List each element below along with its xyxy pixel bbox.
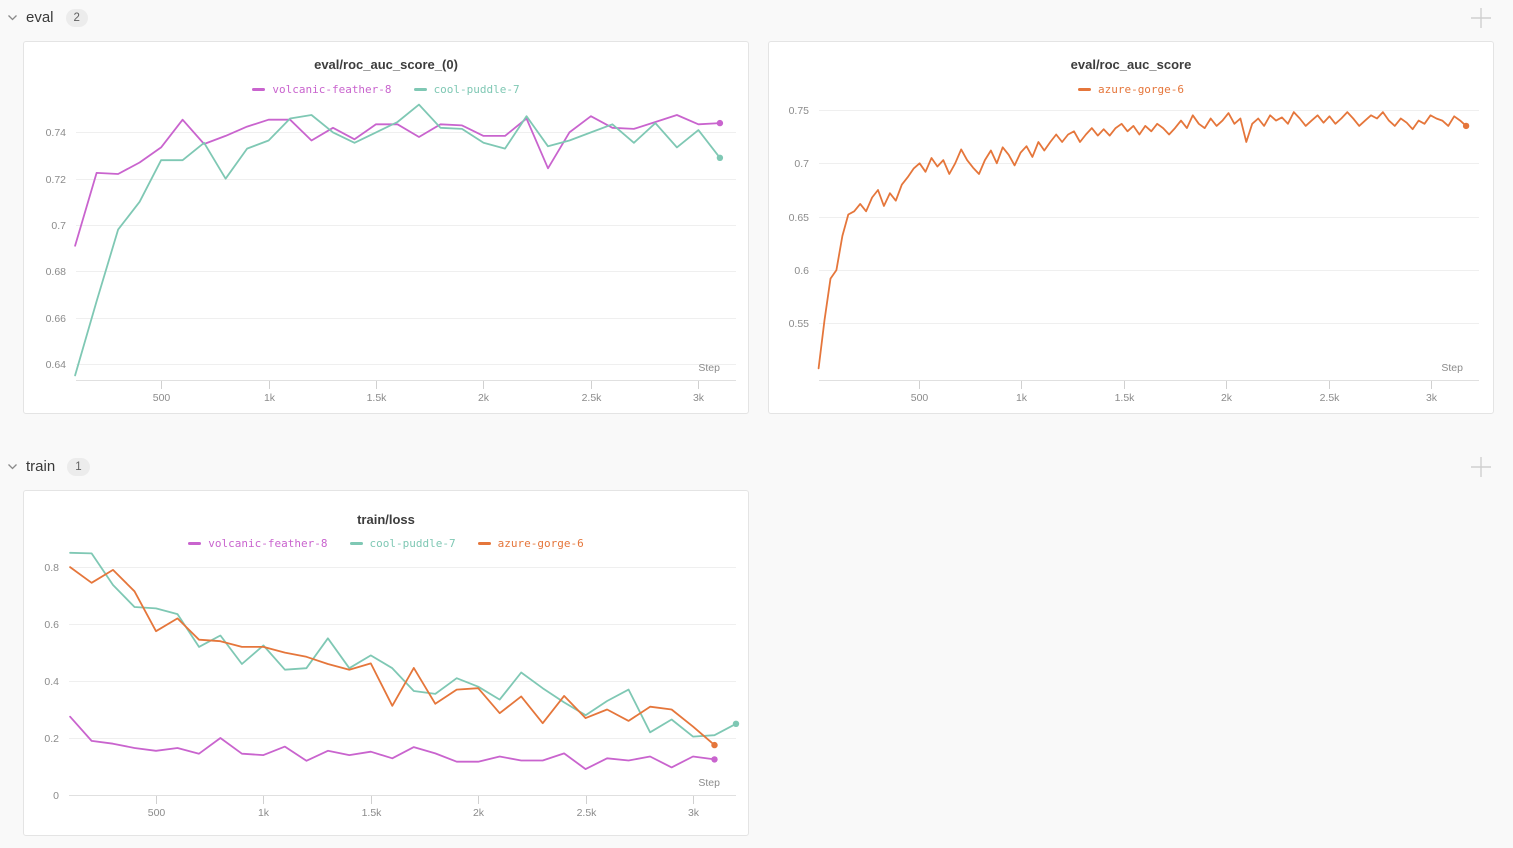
chart-title: eval/roc_auc_score [1070,57,1192,72]
x-tick-label: 2k [478,392,490,404]
series-end-dot-volcanic-feather-8 [716,119,724,127]
y-tick-label: 0.6 [794,265,809,277]
legend-run-name: volcanic-feather-8 [272,83,392,96]
x-tick-label: 2k [473,807,485,819]
workspace-page: { "page": {"background": "#f9f9f9"}, "se… [0,6,1513,848]
x-tick-label: 1k [258,807,270,819]
legend-item: volcanic-feather-8 [252,83,392,96]
legend-item: cool-puddle-7 [349,537,456,550]
panel-count-badge: 1 [67,457,90,476]
x-tick-label: 500 [148,807,166,819]
y-tick-label: 0.2 [44,733,59,745]
legend-run-name: volcanic-feather-8 [208,537,328,550]
x-tick-label: 2.5k [577,807,598,819]
series-end-dot-azure-gorge-6 [1462,122,1470,130]
chart-panel-eval-roc-auc-score[interactable]: eval/roc_auc_score azure-gorge-6 0.55 0.6 0.… [768,41,1494,414]
y-tick-label: 0.4 [44,676,59,688]
series-line-volcanic-feather-8 [69,715,716,771]
chart-panel-eval-roc-auc-score-0[interactable]: eval/roc_auc_score_(0) volcanic-feather-8… [23,41,749,414]
x-tick-label: 1.5k [367,392,388,404]
chart-legend: volcanic-feather-8 cool-puddle-7 azure-gor… [24,537,748,550]
chart-title: train/loss [357,512,415,527]
y-tick-label: 0.68 [46,266,67,278]
section-eval-header: eval 2 [0,6,1513,29]
section-title[interactable]: train [26,458,56,475]
x-axis-label: Step [698,362,720,374]
legend-run-name: cool-puddle-7 [433,83,520,96]
x-axis-label: Step [698,777,720,789]
legend-run-name: azure-gorge-6 [497,537,584,550]
section-train-header: train 1 [0,455,1513,478]
legend-swatch [188,542,202,545]
chart-panel-train-loss[interactable]: train/loss volcanic-feather-8 cool-puddle-… [23,490,749,836]
section-train: train 1 train/loss volcanic-feather-8 cool… [0,455,1513,836]
x-tick-label: 1k [264,392,276,404]
series-line-azure-gorge-6 [69,566,716,747]
legend-swatch [413,88,427,91]
chart-legend: volcanic-feather-8 cool-puddle-7 [24,83,748,96]
section-eval: eval 2 eval/roc_auc_score_(0) volcanic-fe… [0,6,1513,414]
chart-legend: azure-gorge-6 [769,83,1493,96]
y-tick-label: 0.64 [46,359,67,371]
x-tick-label: 2.5k [1320,392,1341,404]
y-tick-label: 0.65 [789,212,810,224]
x-axis-label: Step [1441,362,1463,374]
legend-swatch [252,88,266,91]
x-tick-label: 2k [1221,392,1233,404]
chevron-down-icon[interactable] [6,11,19,24]
chevron-down-icon[interactable] [6,460,19,473]
y-tick-label: 0.7 [794,158,809,170]
legend-run-name: cool-puddle-7 [369,537,456,550]
x-tick-label: 500 [911,392,929,404]
x-tick-label: 500 [153,392,171,404]
add-panel-button[interactable] [1468,5,1494,31]
y-tick-label: 0.8 [44,562,59,574]
chart-plot-area[interactable]: 0 0.2 0.4 0.6 0.8 500 1k 1.5k 2k 2.5k 3k Step [24,491,748,835]
legend-item: azure-gorge-6 [477,537,584,550]
series-end-dot-volcanic-feather-8 [711,756,718,763]
series-line-volcanic-feather-8 [74,114,721,247]
y-tick-label: 0.72 [46,174,67,186]
x-tick-label: 3k [693,392,705,404]
x-tick-label: 1.5k [362,807,383,819]
plus-icon [1471,7,1491,28]
add-panel-button[interactable] [1468,454,1494,480]
section-title[interactable]: eval [26,9,54,26]
legend-swatch [477,542,491,545]
y-tick-label: 0.55 [789,318,810,330]
legend-item: volcanic-feather-8 [188,537,328,550]
series-line-cool-puddle-7 [74,103,721,377]
chart-plot-area[interactable]: 0.55 0.6 0.65 0.7 0.75 500 1k 1.5k 2k 2.5k 3k Step [769,42,1493,413]
y-tick-label: 0.6 [44,619,59,631]
legend-item: cool-puddle-7 [413,83,520,96]
series-end-dot-cool-puddle-7 [732,720,740,727]
y-tick-label: 0.7 [51,220,66,232]
x-tick-label: 2.5k [582,392,603,404]
x-tick-label: 3k [1426,392,1438,404]
y-tick-label: 0.66 [46,313,67,325]
legend-swatch [349,542,363,545]
series-line-azure-gorge-6 [817,111,1467,370]
y-tick-label: 0 [53,790,59,802]
y-tick-label: 0.75 [789,105,810,117]
chart-title: eval/roc_auc_score_(0) [314,57,458,72]
chart-plot-area[interactable]: 0.64 0.66 0.68 0.7 0.72 0.74 500 1k 1.5k 2k 2.5k 3k… [24,42,748,413]
legend-run-name: azure-gorge-6 [1097,83,1185,96]
plus-icon [1471,456,1491,477]
x-tick-label: 3k [688,807,700,819]
train-panels-row: train/loss volcanic-feather-8 cool-puddle-… [23,490,1513,836]
legend-item: azure-gorge-6 [1077,83,1185,96]
panel-count-badge: 2 [65,8,88,27]
series-end-dot-azure-gorge-6 [711,741,718,749]
series-line-cool-puddle-7 [69,551,737,738]
x-tick-label: 1k [1016,392,1028,404]
y-tick-label: 0.74 [46,127,67,139]
series-end-dot-cool-puddle-7 [716,154,724,161]
x-tick-label: 1.5k [1115,392,1136,404]
eval-panels-row: eval/roc_auc_score_(0) volcanic-feather-8… [23,41,1513,414]
legend-swatch [1077,88,1091,91]
